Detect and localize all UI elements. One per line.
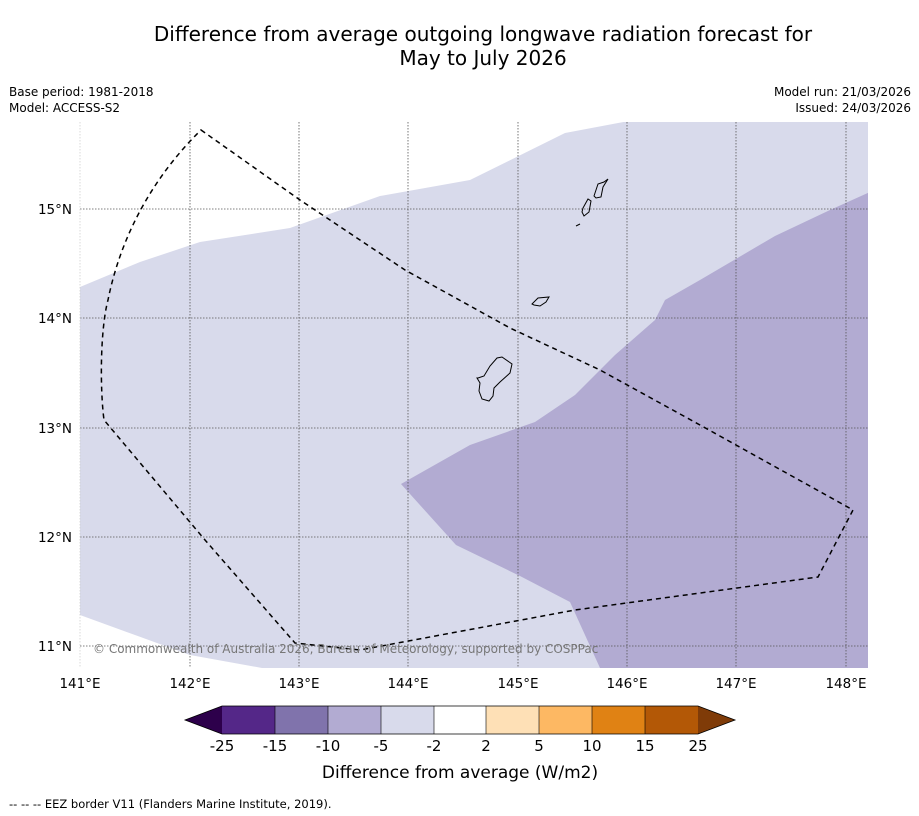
colorbar-bin-10-to-15 [592,706,645,734]
colorbar-tick-10: 10 [582,737,601,755]
colorbar-tick-minus2: -2 [427,737,442,755]
colorbar-bin-minus25-to-minus15 [222,706,275,734]
colorbar-bin-15-to-25 [645,706,698,734]
meta-right: Model run: 21/03/2026 Issued: 24/03/2026 [774,84,911,116]
lon-label-143e: 143°E [278,676,319,692]
base-period-text: Base period: 1981-2018 [9,85,154,99]
axis-labels: 141°E 142°E 143°E 144°E 145°E 146°E 147°… [38,202,867,692]
lat-label-12n: 12°N [38,530,72,546]
colorbar-ticks: -25 -15 -10 -5 -2 2 5 10 15 25 [210,737,708,755]
island-rota [531,296,550,307]
island-saipan [593,178,609,199]
lat-label-11n: 11°N [38,639,72,655]
colorbar: -25 -15 -10 -5 -2 2 5 10 15 25 Differenc… [183,705,737,783]
colorbar-over-arrow [698,706,735,734]
lon-label-144e: 144°E [387,676,428,692]
colorbar-tick-minus10: -10 [316,737,341,755]
map-title-line2: May to July 2026 [399,46,567,70]
lon-label-142e: 142°E [169,676,210,692]
island-guam [476,356,513,402]
lon-label-146e: 146°E [606,676,647,692]
colorbar-tick-25: 25 [688,737,707,755]
lon-label-141e: 141°E [59,676,100,692]
copyright-text: © Commonwealth of Australia 2026, Bureau… [93,642,598,656]
issued-text: Issued: 24/03/2026 [795,101,911,115]
colorbar-bin-minus15-to-minus10 [275,706,328,734]
model-text: Model: ACCESS-S2 [9,101,121,115]
model-run-text: Model run: 21/03/2026 [773,85,911,99]
colorbar-bin-minus2-to-2 [434,706,486,734]
colorbar-label: Difference from average (W/m2) [322,763,598,783]
colorbar-bin-minus10-to-minus5 [328,706,381,734]
lon-label-147e: 147°E [715,676,756,692]
colorbar-bin-2-to-5 [486,706,539,734]
colorbar-bin-5-to-10 [539,706,592,734]
lat-label-14n: 14°N [38,311,72,327]
island-outlines [476,178,609,402]
colorbar-tick-2: 2 [481,737,491,755]
colorbar-under-arrow [185,706,222,734]
lat-label-13n: 13°N [38,421,72,437]
colorbar-tick-minus25: -25 [210,737,235,755]
lon-label-145e: 145°E [497,676,538,692]
colorbar-tick-5: 5 [534,737,544,755]
island-tinian [581,198,592,217]
map-plot: © Commonwealth of Australia 2026, Bureau… [79,122,868,668]
map-title: Difference from average outgoing longwav… [0,22,919,70]
map-title-line1: Difference from average outgoing longwav… [153,22,813,46]
island-aguijan [575,223,581,227]
eez-legend-text: -- -- -- EEZ border V11 (Flanders Marine… [9,797,332,811]
colorbar-tick-minus5: -5 [374,737,389,755]
lat-label-15n: 15°N [38,202,72,218]
gridlines [80,122,868,668]
colorbar-tick-15: 15 [635,737,654,755]
colorbar-tick-minus15: -15 [263,737,288,755]
meta-left: Base period: 1981-2018 Model: ACCESS-S2 [9,84,154,116]
lon-label-148e: 148°E [825,676,866,692]
colorbar-outline [183,705,737,735]
eez-border [100,129,855,651]
colorbar-bin-minus5-to-minus2 [381,706,434,734]
colorbar-dividers [274,706,646,734]
